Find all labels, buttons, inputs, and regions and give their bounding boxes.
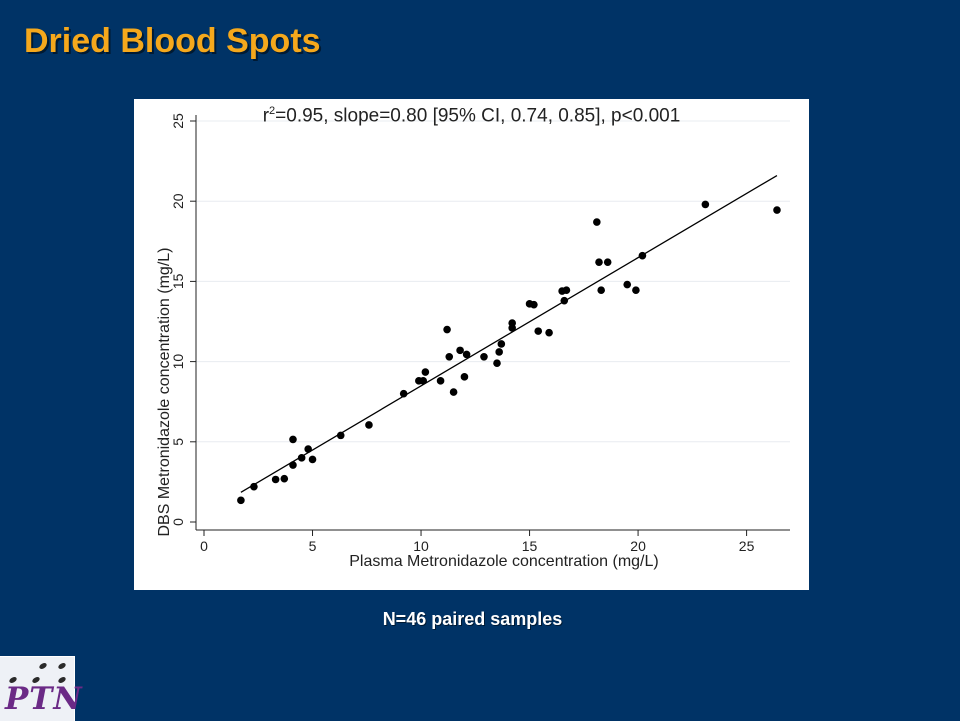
data-point	[701, 200, 710, 209]
chart-annotation: r2=0.95, slope=0.80 [95% CI, 0.74, 0.85]…	[134, 105, 809, 127]
y-tick-label: 20	[170, 193, 186, 209]
data-point	[443, 325, 451, 334]
data-point	[595, 258, 603, 266]
y-tick-label: 10	[170, 354, 186, 370]
r-symbol: r	[262, 105, 270, 127]
axes	[190, 115, 790, 536]
data-point	[562, 286, 571, 295]
data-point	[271, 475, 280, 484]
data-point	[421, 368, 430, 376]
data-point	[399, 389, 408, 398]
x-tick-label: 0	[200, 538, 208, 554]
data-point	[603, 258, 612, 266]
data-point	[462, 350, 471, 359]
data-point	[445, 352, 454, 361]
logo-droplets-icon	[9, 663, 66, 683]
regression-line	[240, 174, 778, 493]
data-point	[534, 327, 543, 335]
data-point	[460, 373, 469, 381]
y-tick-label: 5	[170, 438, 186, 446]
x-tick-label: 5	[309, 538, 317, 554]
x-tick-label: 25	[739, 538, 755, 554]
data-points	[237, 200, 781, 505]
data-point	[593, 218, 601, 226]
chart-panel: 0 5 10 15 20 25 0 5 10 15 20 25 Plasma Metronidazol…	[134, 99, 809, 590]
data-point	[545, 328, 553, 337]
y-tick-label: 0	[170, 518, 186, 526]
data-point	[530, 300, 538, 309]
data-point	[449, 388, 458, 396]
data-point	[560, 296, 569, 305]
x-tick-label: 20	[630, 538, 646, 554]
x-tick-label: 10	[413, 538, 429, 554]
scatter-chart: 0 5 10 15 20 25 0 5 10 15 20 25 Plasma Metronidazol…	[156, 113, 790, 570]
data-point	[623, 280, 632, 289]
y-axis-label: DBS Metronidazole concentration (mg/L)	[156, 247, 173, 536]
data-point	[250, 482, 258, 491]
data-point	[419, 377, 428, 385]
data-point	[773, 206, 781, 214]
data-point	[493, 359, 501, 368]
data-point	[289, 461, 297, 469]
data-point	[436, 377, 445, 385]
data-point	[456, 346, 464, 355]
data-point	[237, 496, 245, 505]
data-point	[308, 455, 317, 464]
x-axis-label: Plasma Metronidazole concentration (mg/L…	[349, 553, 658, 570]
grid-lines	[196, 120, 790, 443]
data-point	[297, 454, 306, 462]
data-point	[304, 445, 312, 453]
data-point	[597, 286, 605, 295]
x-tick-label: 15	[522, 538, 538, 554]
data-point	[365, 421, 373, 429]
data-point	[495, 348, 503, 356]
y-tick-label: 25	[170, 113, 186, 129]
data-point	[336, 431, 345, 440]
r-exponent: 2	[269, 105, 276, 117]
data-point	[497, 340, 506, 348]
data-point	[480, 352, 488, 361]
ptn-logo: PTN	[0, 656, 82, 721]
data-point	[289, 435, 297, 444]
y-tick-label: 15	[170, 273, 186, 289]
data-point	[508, 319, 516, 327]
annotation-text: =0.95, slope=0.80 [95% CI, 0.74, 0.85], …	[275, 105, 681, 127]
slide-title: Dried Blood Spots	[24, 22, 321, 60]
logo-text: PTN	[5, 681, 83, 717]
tick-labels: 0 5 10 15 20 25 0 5 10 15 20 25	[170, 113, 755, 554]
sample-size-footnote: N=46 paired samples	[382, 609, 563, 629]
data-point	[632, 286, 640, 295]
data-point	[280, 474, 289, 483]
data-point	[638, 251, 647, 260]
